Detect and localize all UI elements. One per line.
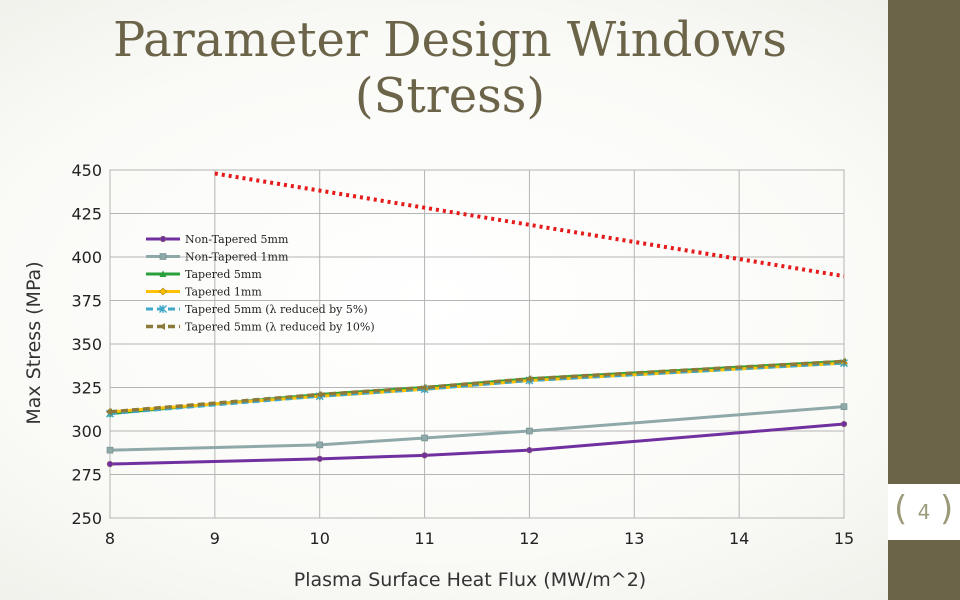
legend-marker-1 [159, 253, 167, 260]
legend-label-4: Tapered 5mm (λ reduced by 5%) [185, 303, 368, 316]
x-tick-label: 14 [729, 529, 749, 548]
y-tick-label: 425 [71, 205, 102, 224]
x-tick-label: 8 [105, 529, 115, 548]
y-tick-label: 300 [71, 422, 102, 441]
x-tick-label: 13 [624, 529, 644, 548]
series-line-1 [109, 405, 845, 452]
y-tick-label: 400 [71, 248, 102, 267]
data-point-5-1 [315, 390, 322, 398]
y-tick-label: 375 [71, 292, 102, 311]
page-number-box: ( 4 ) [888, 484, 960, 540]
data-point-0-4 [840, 420, 848, 428]
data-point-1-4 [840, 403, 848, 410]
data-point-0-2 [421, 452, 428, 459]
y-tick-label: 275 [71, 466, 102, 485]
x-tick-label: 11 [414, 529, 434, 548]
legend-marker-4 [159, 305, 167, 313]
legend-label-1: Non-Tapered 1mm [185, 251, 289, 264]
legend-marker-2 [159, 270, 167, 277]
chart-grid [109, 169, 845, 519]
y-tick-label: 350 [71, 335, 102, 354]
data-point-1-3 [526, 427, 533, 435]
slide-title: Parameter Design Windows (Stress) [100, 12, 800, 124]
x-tick-label: 10 [310, 529, 330, 548]
y-axis-title: Max Stress (MPa) [23, 261, 45, 424]
legend-marker-5 [159, 323, 165, 330]
data-point-1-0 [106, 446, 114, 454]
y-tick-label: 450 [71, 161, 102, 180]
left-bracket-icon: ( [894, 489, 908, 529]
y-tick-label: 325 [71, 379, 102, 398]
right-bracket-icon: ) [940, 489, 954, 529]
x-axis-title: Plasma Surface Heat Flux (MW/m^2) [294, 569, 646, 591]
chart-ticks: 250 275 300 325 350 375 400 425 450 8 9 10 11 12 13 14 1… [71, 161, 854, 548]
x-tick-label: 12 [519, 529, 539, 548]
legend-marker-0 [159, 235, 167, 243]
x-tick-label: 15 [834, 529, 854, 548]
legend-label-3: Tapered 1mm [185, 286, 262, 299]
data-point-5-2 [420, 384, 427, 391]
slide-title-line1: Parameter Design Windows [112, 12, 787, 68]
page-number: 4 [917, 500, 931, 524]
data-point-1-2 [421, 434, 428, 442]
series-line-0 [109, 422, 845, 466]
chart-legend: Non-Tapered 5mm Non-Tapered 1mm Tapered 5m… [146, 233, 375, 334]
stress-chart: 250 275 300 325 350 375 400 425 450 8 9 10 11 12 13 14 1… [23, 161, 854, 591]
chart-series [106, 171, 848, 468]
data-point-0-3 [526, 447, 533, 454]
series-line-6 [214, 171, 845, 279]
data-point-0-1 [316, 455, 323, 462]
data-point-0-0 [106, 460, 114, 468]
legend-label-0: Non-Tapered 5mm [185, 233, 289, 246]
data-point-5-4 [840, 357, 846, 365]
legend-marker-3 [159, 287, 167, 296]
legend-label-2: Tapered 5mm [185, 268, 262, 281]
legend-label-5: Tapered 5mm (λ reduced by 10%) [185, 321, 375, 334]
data-point-1-1 [316, 441, 324, 449]
data-point-5-3 [525, 375, 532, 383]
y-tick-label: 250 [71, 509, 102, 528]
slide-title-line2: (Stress) [354, 68, 546, 124]
x-tick-label: 9 [210, 529, 220, 548]
data-point-5-0 [106, 408, 112, 416]
